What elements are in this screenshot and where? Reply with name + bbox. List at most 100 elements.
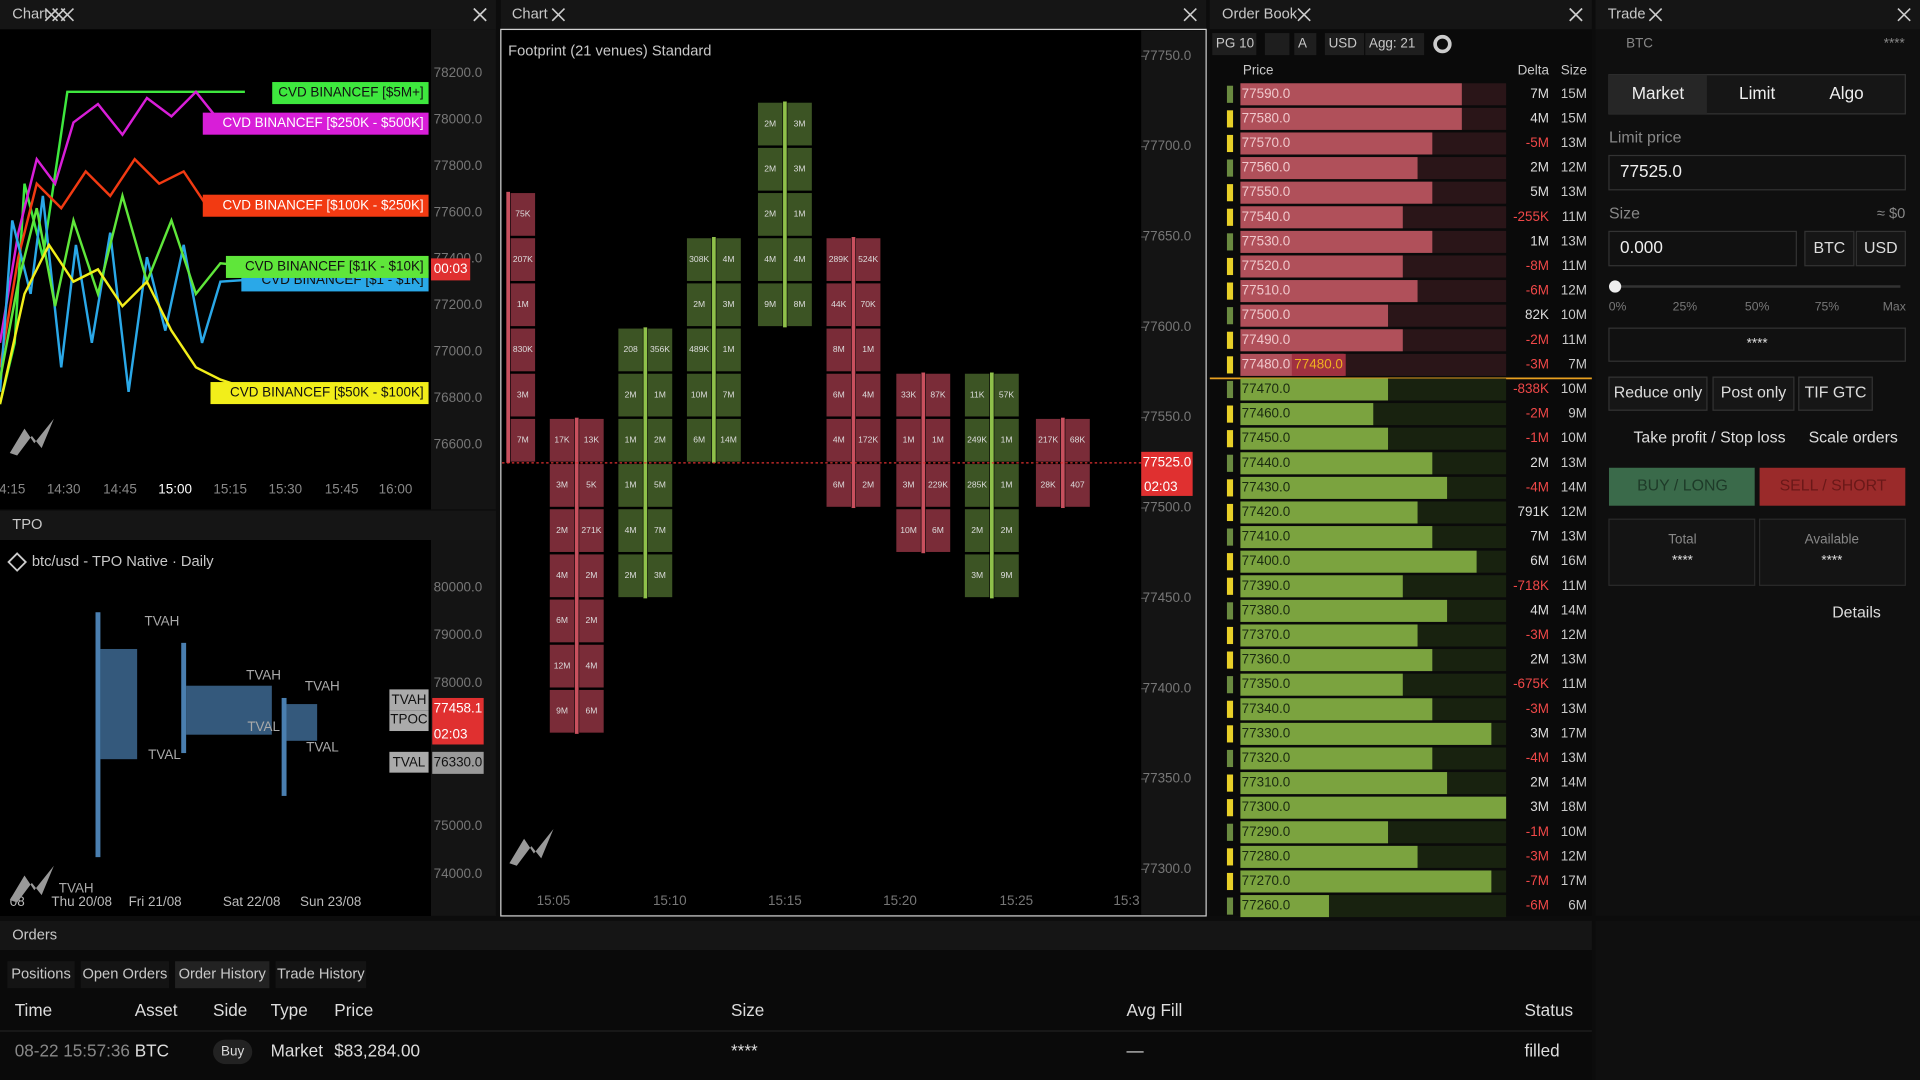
footprint-value: 11K	[970, 389, 985, 399]
size: 14M	[1561, 775, 1587, 790]
tab-title: Chart	[512, 7, 548, 23]
price-box	[432, 751, 484, 774]
timer: 02:03	[434, 726, 468, 741]
footprint-cell	[618, 328, 643, 372]
size-bar	[1240, 599, 1448, 622]
footprint-value: 285K	[967, 480, 987, 490]
tab-title: Chart	[12, 7, 48, 23]
footprint-value: 6M	[585, 706, 597, 716]
footprint-value: 3M	[556, 480, 568, 490]
close-button[interactable]	[44, 8, 59, 22]
tab[interactable]: Open Orders	[82, 967, 167, 983]
settings-icon[interactable]	[1433, 34, 1452, 54]
slider-handle[interactable]	[1608, 280, 1622, 293]
tab[interactable]: Order History	[179, 967, 267, 983]
control[interactable]: Agg: 21	[1369, 36, 1415, 51]
footprint-cell	[855, 328, 881, 372]
footprint-cell	[826, 283, 852, 327]
control-button[interactable]	[1212, 33, 1257, 56]
footprint-value: 2M	[693, 299, 705, 309]
control-button[interactable]	[1365, 33, 1425, 56]
tab-button[interactable]	[175, 961, 270, 989]
level-indicator	[1226, 331, 1234, 349]
close-button[interactable]	[1569, 8, 1583, 22]
level-indicator	[1226, 454, 1234, 472]
details-link[interactable]: Details	[1832, 605, 1881, 622]
size: 13M	[1561, 455, 1587, 470]
input[interactable]	[1608, 230, 1797, 267]
y-tick-label: 76800.0	[434, 390, 483, 405]
x-tick-label: Thu 20/08	[51, 894, 112, 909]
close-button[interactable]	[551, 8, 566, 22]
tab-button[interactable]	[275, 961, 367, 989]
control-button[interactable]	[1294, 33, 1317, 56]
price: 77310.0	[1242, 775, 1291, 790]
control[interactable]: A	[1298, 36, 1307, 51]
price-marker: 77458.1	[434, 701, 483, 716]
x-tick-label: 15:05	[537, 893, 571, 908]
expander[interactable]: Take profit / Stop loss	[1633, 430, 1785, 447]
tab-button[interactable]	[80, 961, 169, 989]
close-button[interactable]	[473, 8, 487, 22]
level-indicator	[1226, 184, 1234, 202]
control[interactable]: PG 10	[1216, 36, 1254, 51]
tab[interactable]: Positions	[11, 967, 71, 983]
footprint-cell	[896, 464, 921, 507]
sell-button[interactable]	[1759, 467, 1906, 506]
order-type[interactable]: Limit	[1739, 83, 1775, 103]
option[interactable]: Reduce only	[1614, 384, 1702, 401]
x-tick-label: 15:25	[999, 893, 1033, 908]
cell: filled	[1524, 1040, 1559, 1060]
level-indicator	[1226, 823, 1234, 841]
tab[interactable]: Trade History	[277, 967, 365, 983]
option[interactable]: Post only	[1721, 384, 1786, 401]
unit[interactable]: BTC	[1813, 240, 1845, 257]
option[interactable]: TIF GTC	[1805, 384, 1867, 401]
filler	[1595, 920, 1920, 1080]
option-button[interactable]	[1798, 376, 1873, 411]
unit[interactable]: USD	[1864, 240, 1898, 257]
cvd-line	[0, 242, 258, 405]
order-type[interactable]: Market	[1632, 83, 1685, 103]
price: 77420.0	[1242, 504, 1291, 519]
unit-button[interactable]	[1804, 230, 1855, 267]
size-bar	[1240, 304, 1389, 327]
control-button[interactable]	[1324, 33, 1365, 56]
footprint-cell	[549, 464, 575, 507]
close-button[interactable]	[60, 8, 75, 22]
delta: -3M	[1526, 701, 1549, 716]
close-button[interactable]	[1897, 8, 1911, 22]
expander[interactable]: Scale orders	[1809, 430, 1898, 447]
delta: 2M	[1530, 455, 1549, 470]
cell: Buy	[221, 1043, 244, 1058]
option-button[interactable]	[1608, 376, 1708, 411]
input[interactable]	[1608, 154, 1906, 191]
footprint-value: 172K	[858, 435, 878, 445]
slider-label: Max	[1883, 300, 1906, 314]
close-button[interactable]	[1648, 8, 1663, 22]
control[interactable]: USD	[1329, 36, 1358, 51]
size-bar	[1240, 772, 1448, 795]
buy-button[interactable]	[1608, 467, 1755, 506]
footprint-cell	[826, 464, 852, 507]
cell: BTC	[135, 1040, 169, 1060]
sell-label[interactable]: SELL / SHORT	[1780, 477, 1887, 494]
order-type[interactable]: Algo	[1829, 83, 1863, 103]
option-button[interactable]	[1712, 376, 1795, 411]
unit-button[interactable]	[1855, 230, 1906, 267]
stat-value: ****	[1672, 552, 1694, 567]
buy-label[interactable]: BUY / LONG	[1637, 477, 1728, 494]
footprint-cell	[686, 238, 712, 281]
segment-active	[1608, 74, 1707, 114]
chart-subtitle: btc/usd - TPO Native · Daily	[32, 554, 214, 570]
footprint-cell	[1065, 418, 1090, 462]
profile-label: TVAH	[144, 614, 179, 629]
price: 77480.0	[1242, 356, 1291, 371]
tab-button[interactable]	[7, 961, 75, 989]
close-button[interactable]	[1183, 8, 1197, 22]
close-button[interactable]	[1297, 8, 1311, 22]
level-indicator	[1226, 159, 1234, 177]
control-button[interactable]	[1264, 33, 1290, 56]
x-tick-label: 15:3	[1113, 893, 1139, 908]
profile-label: TVAL	[306, 740, 339, 755]
